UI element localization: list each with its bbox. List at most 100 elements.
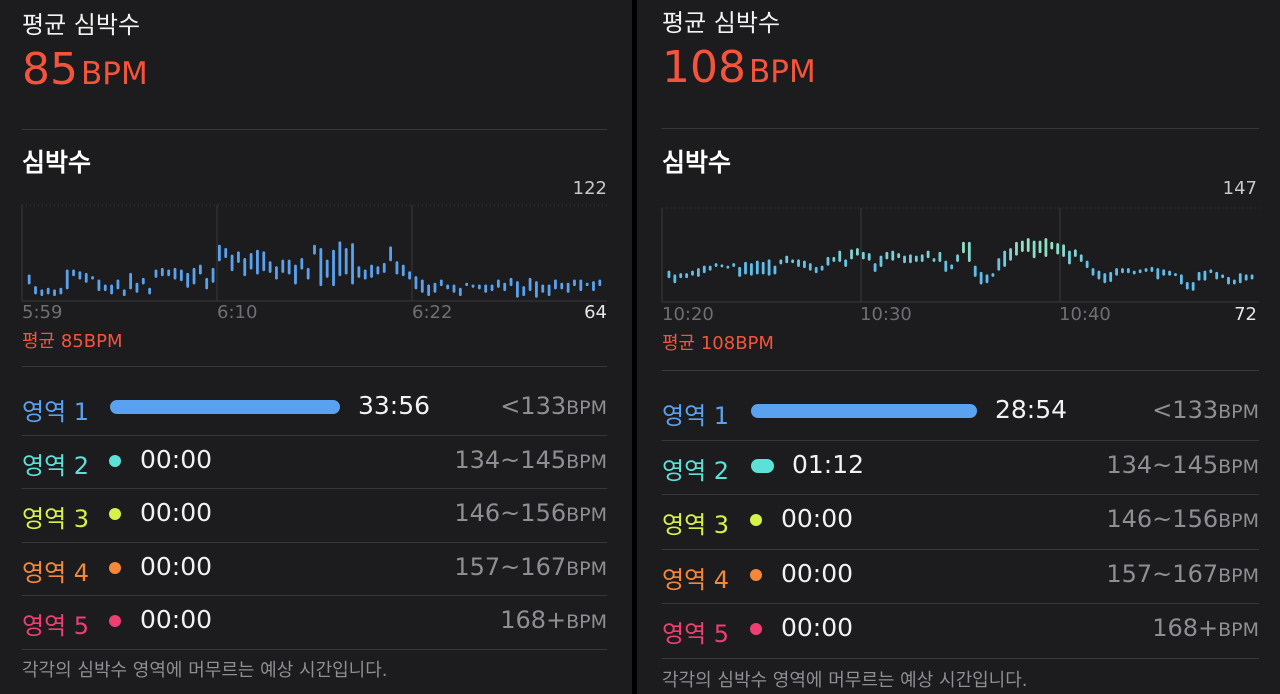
heart-rate-bar — [389, 246, 392, 262]
zone-dot-icon — [109, 508, 121, 520]
avg-heart-rate-unit: BPM — [81, 56, 148, 92]
heart-rate-bar — [376, 266, 380, 275]
heart-rate-bar — [477, 284, 481, 290]
zone-row-3[interactable]: 영역 3 00:00 146~156BPM — [22, 489, 607, 539]
zone-range-unit: BPM — [1218, 564, 1259, 587]
zone-row-2[interactable]: 영역 2 01:12 134~145BPM — [662, 441, 1259, 491]
zone-range-unit: BPM — [1218, 401, 1259, 423]
heart-rate-bar — [720, 264, 724, 268]
heart-rate-bar — [509, 277, 513, 287]
divider — [662, 128, 1259, 129]
zone-range-value: 157~167 — [1106, 559, 1219, 588]
time-axis-label: 10:40 — [1059, 304, 1111, 325]
heart-rate-bar — [767, 259, 771, 276]
heart-rate-bar — [420, 279, 424, 293]
zone-range-unit: BPM — [566, 557, 607, 580]
zone-name: 영역 3 — [662, 511, 730, 539]
heart-rate-bar — [78, 271, 82, 280]
zone-divider — [662, 603, 1259, 604]
heart-rate-bar — [129, 272, 133, 290]
heart-rate-bar — [744, 261, 747, 275]
divider — [22, 129, 607, 130]
zone-dot-icon — [109, 561, 121, 574]
heart-rate-bar — [1062, 244, 1065, 257]
heart-rate-bar — [808, 263, 812, 271]
zone-range-unit: BPM — [566, 397, 607, 419]
heart-rate-bar — [1215, 271, 1219, 280]
heart-rate-bar — [1126, 268, 1130, 274]
heart-rate-bar — [985, 274, 989, 284]
heart-rate-bar — [750, 263, 753, 276]
heart-rate-bar — [560, 282, 564, 290]
heart-rate-bar — [667, 270, 671, 279]
heart-rate-bar — [738, 266, 742, 277]
heart-rate-bar — [1203, 270, 1207, 281]
zone-dot-icon — [750, 623, 762, 635]
heart-rate-bar — [103, 284, 107, 292]
zone-row-4[interactable]: 영역 4 00:00 157~167BPM — [662, 550, 1259, 600]
heart-rate-bar — [826, 256, 830, 266]
heart-rate-bar — [452, 284, 456, 293]
zone-row-2[interactable]: 영역 2 00:00 134~145BPM — [22, 436, 607, 486]
zone-range-value: 146~156 — [1106, 505, 1219, 533]
heart-rate-bar — [820, 265, 824, 271]
heart-rate-bar — [1244, 274, 1248, 281]
heart-rate-bar — [1156, 268, 1160, 280]
heart-rate-bar — [791, 259, 795, 264]
heart-rate-bar — [997, 258, 1001, 271]
heart-rate-bar — [249, 253, 253, 270]
heart-rate-bar — [926, 250, 930, 259]
heart-rate-bar — [944, 260, 948, 272]
heart-rate-bar — [920, 254, 924, 262]
heart-rate-bar — [72, 269, 75, 277]
zone-range-value: 146~156 — [454, 499, 567, 527]
heart-rate-bar — [1038, 240, 1042, 254]
heart-rate-bar — [1168, 270, 1171, 276]
heart-rate-bar — [1138, 269, 1142, 274]
heart-rate-bar — [503, 282, 507, 292]
zone-row-5[interactable]: 영역 5 00:00 168+BPM — [22, 596, 607, 646]
heart-rate-bar — [1003, 250, 1007, 267]
zone-time: 01:12 — [792, 449, 865, 479]
zone-divider — [22, 541, 607, 543]
zone-row-3[interactable]: 영역 3 00:00 146~156BPM — [662, 495, 1259, 545]
zone-divider — [22, 434, 607, 436]
heart-rate-bar — [325, 259, 329, 278]
zone-range-unit: BPM — [566, 504, 607, 526]
heart-rate-bar — [1091, 268, 1095, 276]
heart-rate-bar — [198, 264, 202, 275]
chart-max-value: 147 — [1222, 178, 1257, 199]
chart-min-value: 72 — [1234, 304, 1257, 325]
zone-row-5[interactable]: 영역 5 00:00 168+BPM — [662, 604, 1259, 654]
heart-rate-bar — [914, 255, 918, 262]
heart-rate-bar — [281, 259, 285, 273]
heart-rate-bar — [217, 244, 221, 262]
heart-rate-bar — [897, 253, 901, 259]
heart-rate-bar — [40, 289, 44, 297]
heart-rate-bar — [427, 284, 431, 297]
heart-rate-bar — [110, 284, 113, 295]
heart-rate-bar — [370, 264, 373, 278]
zone-row-1[interactable]: 영역 1 28:54 <133BPM — [662, 386, 1259, 436]
heart-rate-chart-title: 심박수 — [662, 148, 732, 177]
zone-time: 00:00 — [781, 558, 854, 588]
time-axis-label: 10:30 — [860, 304, 912, 325]
zone-time: 00:00 — [781, 504, 854, 533]
zone-range-value: 168+ — [1152, 614, 1219, 642]
heart-rate-chart-title: 심박수 — [22, 148, 92, 177]
zone-range-unit: BPM — [566, 450, 607, 473]
heart-rate-bar — [154, 269, 158, 278]
zone-row-1[interactable]: 영역 1 33:56 <133BPM — [22, 382, 607, 432]
zone-time: 28:54 — [995, 395, 1068, 424]
zone-row-4[interactable]: 영역 4 00:00 157~167BPM — [22, 543, 607, 593]
heart-rate-bar — [160, 267, 164, 277]
heart-rate-bar — [1132, 270, 1136, 275]
heart-rate-bar — [1115, 268, 1118, 276]
heart-rate-bar — [230, 254, 234, 272]
heart-rate-bar — [938, 251, 942, 262]
heart-rate-bar — [779, 259, 783, 265]
heart-rate-bar — [300, 257, 304, 270]
heart-rate-bar — [1191, 281, 1195, 291]
heart-rate-bar — [1162, 269, 1166, 276]
zone-divider — [22, 595, 607, 596]
